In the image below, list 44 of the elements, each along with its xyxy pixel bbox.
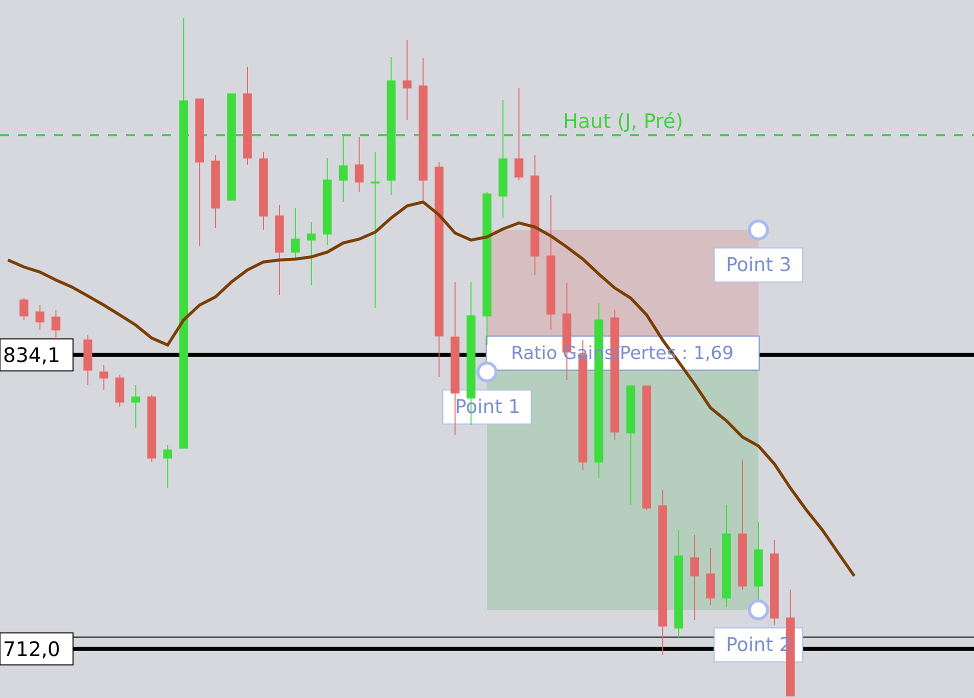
candlestick bbox=[275, 204, 284, 296]
candlestick bbox=[706, 548, 715, 606]
candlestick bbox=[290, 208, 300, 258]
candlestick bbox=[754, 522, 763, 601]
candlestick bbox=[690, 534, 699, 620]
candlestick bbox=[163, 444, 172, 489]
ref-line-label: Haut (J, Pré) bbox=[563, 109, 684, 133]
candlestick bbox=[195, 98, 204, 247]
candlestick bbox=[354, 136, 364, 192]
candlestick bbox=[51, 309, 60, 340]
line-series bbox=[6, 200, 856, 578]
annotation: Point 3 bbox=[726, 254, 792, 276]
candlestick bbox=[115, 374, 124, 408]
candlestick bbox=[642, 385, 652, 510]
candlestick bbox=[658, 489, 668, 656]
candlestick bbox=[259, 151, 268, 230]
candlestick bbox=[83, 334, 92, 386]
candlestick bbox=[402, 39, 412, 120]
candlestick bbox=[306, 221, 316, 286]
candlestick bbox=[738, 459, 747, 590]
candlestick bbox=[418, 58, 428, 201]
point bbox=[748, 599, 769, 620]
candlestick bbox=[99, 364, 108, 391]
candlestick bbox=[722, 504, 731, 608]
candlestick bbox=[514, 87, 524, 181]
candlestick bbox=[626, 384, 636, 506]
candlestick bbox=[211, 154, 220, 229]
candlestick bbox=[770, 540, 779, 626]
point bbox=[476, 361, 498, 382]
candlestick bbox=[20, 298, 28, 320]
candlestick bbox=[482, 191, 492, 346]
candlestick bbox=[674, 529, 684, 639]
y-tick-label: 834,1 bbox=[3, 342, 60, 367]
candlestick bbox=[434, 162, 444, 378]
candlestick bbox=[36, 304, 44, 330]
candlestick bbox=[546, 194, 556, 330]
candlestick bbox=[322, 157, 332, 246]
y-tick-label: 712,0 bbox=[3, 636, 60, 661]
candlestick bbox=[131, 384, 140, 428]
candlestick bbox=[243, 66, 252, 166]
candlestick bbox=[530, 154, 540, 276]
candlestick bbox=[147, 394, 156, 463]
point bbox=[748, 219, 769, 240]
candlestick bbox=[370, 151, 380, 308]
